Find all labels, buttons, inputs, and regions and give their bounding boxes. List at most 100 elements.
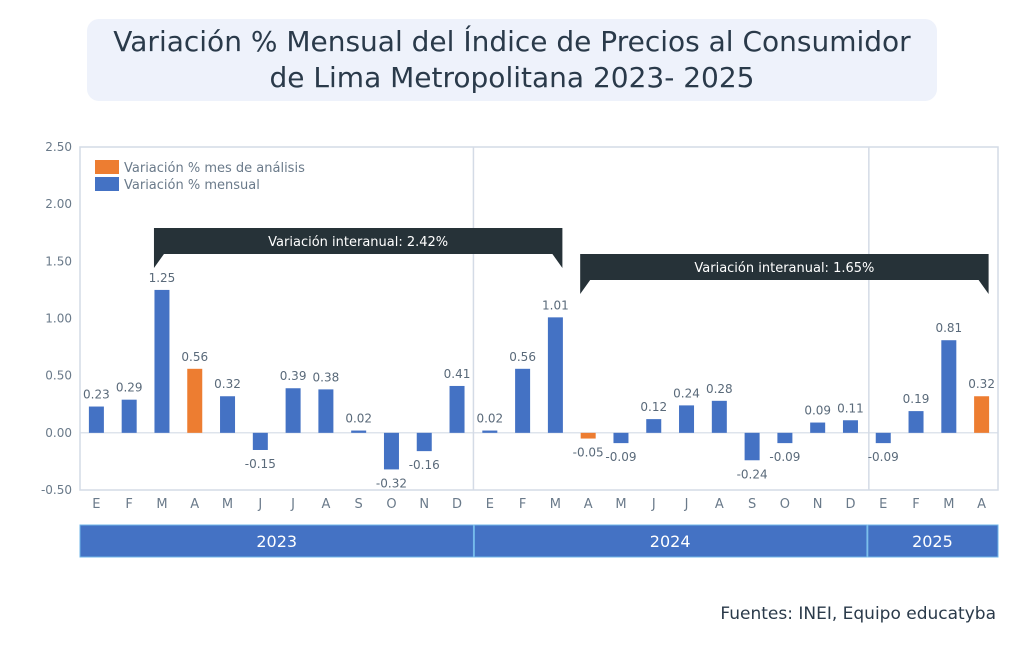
data-label: -0.05 [573,446,604,460]
x-tick-label: A [321,497,330,512]
data-label: 1.25 [149,271,176,285]
year-label: 2024 [650,532,691,551]
data-label: 0.81 [935,321,962,335]
bar [974,396,990,433]
x-tick-label: M [943,497,954,512]
data-label: 0.56 [181,350,208,364]
year-label: 2023 [256,532,297,551]
data-label: 1.01 [542,298,569,312]
data-label: 0.56 [509,350,536,364]
x-tick-label: J [290,497,295,512]
data-label: -0.24 [737,467,768,481]
chart-title-box: Variación % Mensual del Índice de Precio… [87,19,937,101]
x-tick-label: F [519,497,526,512]
bar [449,385,465,433]
x-tick-label: J [257,497,262,512]
data-label: 0.24 [673,386,700,400]
data-label: 0.11 [837,401,864,415]
y-tick-label: 0.00 [45,426,72,440]
data-label: -0.09 [605,450,636,464]
x-tick-label: A [584,497,593,512]
x-tick-label: M [550,497,561,512]
data-label: 0.32 [214,377,241,391]
data-label: 0.29 [116,381,143,395]
bar [515,368,531,433]
bar [810,422,826,433]
x-tick-label: A [977,497,986,512]
y-tick-label: 1.50 [45,254,72,268]
bar [580,432,596,439]
y-tick-label: 2.00 [45,197,72,211]
chart-title-line-2: de Lima Metropolitana 2023- 2025 [269,61,755,94]
bar [679,405,695,433]
data-label: -0.15 [245,457,276,471]
x-tick-label: M [156,497,167,512]
legend-swatch-highlight [95,160,119,174]
y-tick-label: 1.00 [45,312,72,326]
bar [941,340,957,433]
bar [842,420,858,433]
bar [711,400,727,433]
x-tick-label: E [92,497,100,512]
bar [777,432,793,444]
data-label: 0.02 [476,412,503,426]
x-tick-label: S [748,497,756,512]
bar [908,411,924,433]
y-tick-label: 0.50 [45,369,72,383]
chart-title-line-1: Variación % Mensual del Índice de Precio… [113,25,911,58]
x-tick-label: E [879,497,887,512]
x-tick-label: M [615,497,626,512]
x-tick-label: E [486,497,494,512]
y-tick-label: -0.50 [41,483,72,497]
bar-chart: 2.50 2.00 1.50 1.00 0.50 0.00 -0.50 Variación %… [41,140,999,558]
data-label: 0.39 [280,369,307,383]
x-tick-label: D [452,497,462,512]
data-label: 0.32 [968,377,995,391]
x-tick-label: A [190,497,199,512]
bar [875,432,891,444]
x-tick-label: D [845,497,855,512]
data-label: 0.09 [804,404,831,418]
x-tick-label: F [125,497,132,512]
year-band [473,524,868,558]
bar [318,389,334,433]
legend-label-normal: Variación % mensual [124,178,260,193]
source-text: Fuentes: INEI, Equipo educatyba [720,604,996,624]
year-label: 2025 [912,532,953,551]
y-tick-label: 2.50 [45,140,72,154]
year-band [867,524,999,558]
bar [121,399,137,433]
bar [383,432,399,470]
annotation-text: Variación interanual: 1.65% [694,261,874,276]
bar [154,289,170,433]
data-label: 0.19 [903,392,930,406]
x-tick-label: O [780,497,790,512]
data-label: 0.23 [83,388,110,402]
x-tick-label: J [651,497,656,512]
plot-frame [79,146,999,491]
data-label: -0.09 [868,450,899,464]
bar [744,432,760,461]
data-label: -0.32 [376,476,407,490]
x-tick-label: A [715,497,724,512]
data-label: 0.38 [313,370,340,384]
x-tick-label: J [684,497,689,512]
annotation-text: Variación interanual: 2.42% [268,235,448,250]
year-band [79,524,474,558]
data-label: 0.02 [345,412,372,426]
data-label: -0.16 [409,458,440,472]
legend-swatch-normal [95,177,119,191]
data-label: -0.09 [769,450,800,464]
bar [351,430,367,433]
x-tick-label: S [355,497,363,512]
legend-label-highlight: Variación % mes de análisis [124,161,305,176]
bar [482,430,498,433]
bar [220,396,236,433]
bar [285,388,301,433]
bar [613,432,629,444]
x-tick-label: N [813,497,823,512]
bar [646,419,662,433]
data-label: 0.41 [444,367,471,381]
annotation-banner [153,228,563,268]
x-tick-label: O [386,497,396,512]
